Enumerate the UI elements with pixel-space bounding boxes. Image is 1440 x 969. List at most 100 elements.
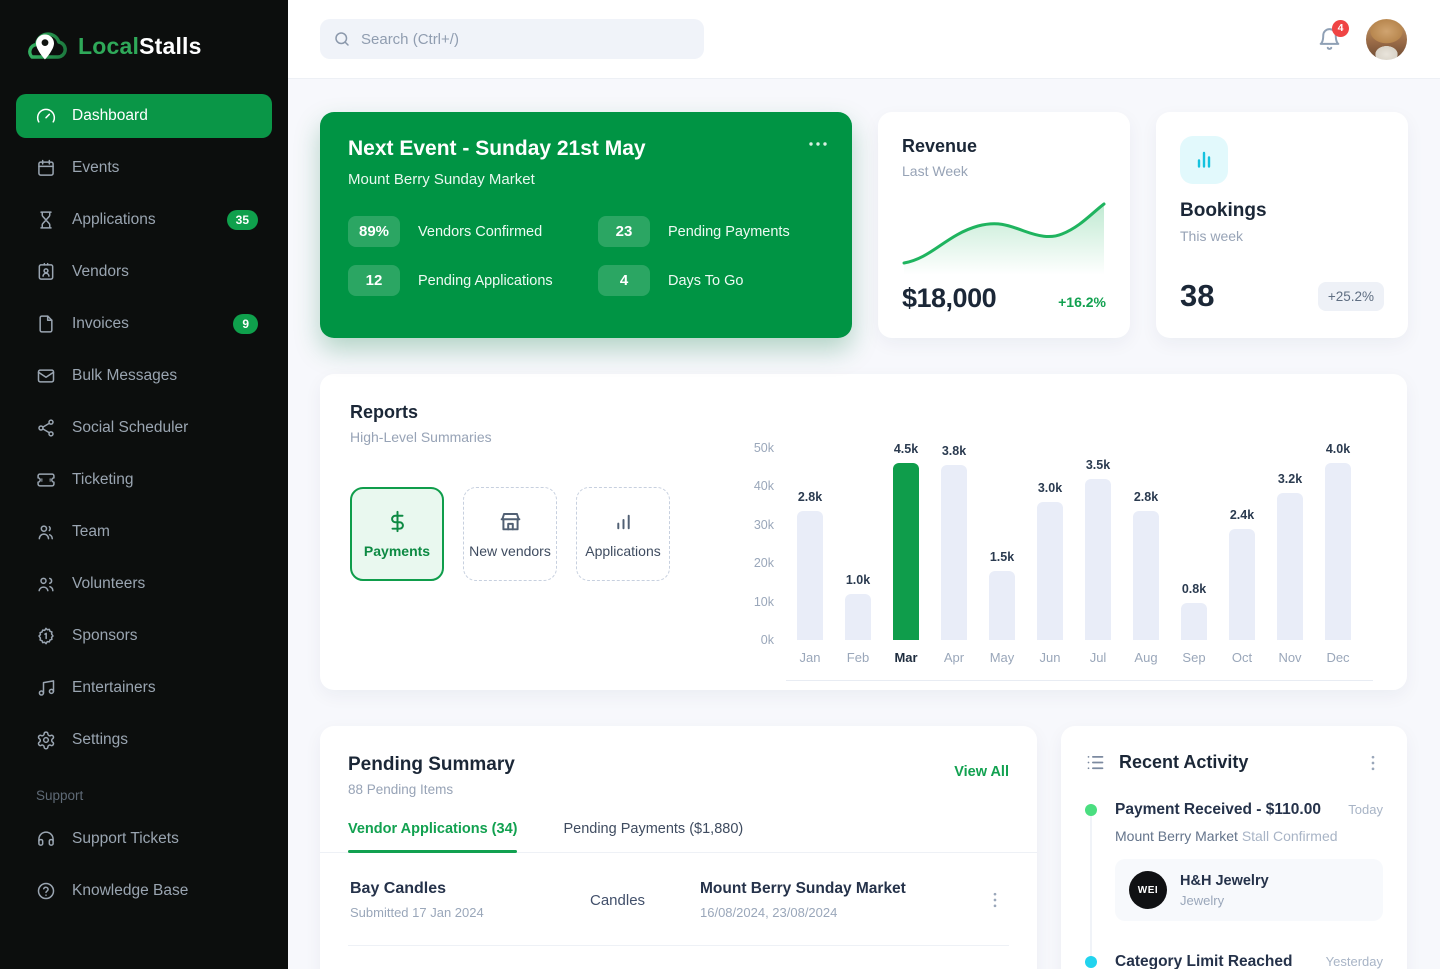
bar-column-nov[interactable]: 3.2k Nov [1266, 448, 1314, 665]
bar-month-label: Nov [1278, 650, 1302, 665]
search-input[interactable] [361, 30, 691, 48]
bar-value-label: 3.5k [1085, 458, 1111, 472]
report-tile-applications[interactable]: Applications [576, 487, 670, 581]
y-axis-tick: 50k [753, 441, 774, 455]
top-bar: 4 [288, 0, 1440, 79]
recent-activity-card: Recent Activity Payment Received - $110.… [1061, 726, 1407, 969]
sidebar-item-label: Team [72, 523, 110, 540]
y-axis-tick: 40k [753, 479, 774, 494]
event-stat: 23 Pending Payments [598, 216, 824, 247]
y-axis-tick: 10k [753, 594, 774, 609]
music-icon [36, 678, 56, 698]
sidebar-item-label: Sponsors [72, 627, 138, 644]
sidebar-item-label: Invoices [72, 315, 129, 332]
view-all-link[interactable]: View All [954, 764, 1009, 780]
sidebar-item-support-tickets[interactable]: Support Tickets [16, 817, 272, 861]
next-event-menu-button[interactable] [806, 132, 830, 156]
calendar-icon [36, 158, 56, 178]
vendor-chip-category: Jewelry [1180, 892, 1225, 908]
bar-value-label: 2.8k [1133, 490, 1159, 504]
bar [1229, 529, 1255, 640]
vendor-chip-name: H&H Jewelry [1180, 872, 1269, 889]
sidebar-item-label: Entertainers [72, 679, 156, 696]
brand-stalls: Stalls [139, 32, 202, 59]
user-avatar[interactable] [1366, 18, 1407, 60]
sidebar-item-social-scheduler[interactable]: Social Scheduler [16, 406, 272, 450]
bar-column-dec[interactable]: 4.0k Dec [1314, 442, 1362, 665]
bar [845, 594, 871, 640]
report-tile-new-vendors[interactable]: New vendors [463, 487, 557, 581]
notifications-button[interactable]: 4 [1317, 19, 1349, 52]
sidebar-item-label: Knowledge Base [72, 882, 189, 899]
activity-list: Payment Received - $110.00 Today Mount Ber… [1085, 801, 1383, 969]
activity-time: Yesterday [1325, 954, 1383, 969]
bar-column-jun[interactable]: 3.0k Jun [1026, 448, 1074, 665]
y-axis-tick: 0k [760, 633, 774, 647]
search-box[interactable] [320, 19, 704, 59]
sidebar-item-invoices[interactable]: Invoices 9 [16, 302, 272, 346]
bar-value-label: 4.0k [1325, 442, 1351, 456]
revenue-amount: $18,000 [902, 283, 997, 313]
activity-dot [1085, 956, 1097, 968]
sidebar-item-team[interactable]: Team [16, 510, 272, 554]
bar-month-label: Sep [1182, 650, 1206, 665]
reports-card: Reports High-Level Summaries Payments New… [320, 374, 1407, 690]
pending-summary-title: Pending Summary [348, 754, 515, 775]
activity-description: Mount Berry Market Stall Confirmed [1115, 828, 1338, 844]
bar [989, 571, 1015, 640]
revenue-title: Revenue [902, 136, 978, 156]
activity-menu-button[interactable] [1363, 753, 1383, 773]
bar-chart-icon [611, 509, 636, 534]
vendor-name: Bay Candles [350, 880, 447, 897]
sidebar-item-events[interactable]: Events [16, 146, 272, 190]
sidebar-item-volunteers[interactable]: Volunteers [16, 562, 272, 606]
row-menu-button[interactable] [985, 890, 1007, 910]
event-stat-value: 23 [598, 216, 650, 247]
bar-column-aug[interactable]: 2.8k Aug [1122, 448, 1170, 665]
sidebar-item-bulk-messages[interactable]: Bulk Messages [16, 354, 272, 398]
notification-count-badge: 4 [1332, 19, 1349, 37]
event-stat-label: Days To Go [668, 272, 744, 289]
bar-value-label: 0.8k [1181, 582, 1207, 596]
activity-item: Category Limit Reached Yesterday [1085, 953, 1383, 969]
bar-value-label: 2.8k [797, 490, 823, 504]
bar-column-oct[interactable]: 2.4k Oct [1218, 448, 1266, 665]
sidebar-item-vendors[interactable]: Vendors [16, 250, 272, 294]
bar-column-mar[interactable]: 4.5k Mar [882, 442, 930, 665]
sidebar-item-sponsors[interactable]: Sponsors [16, 614, 272, 658]
bar [1085, 479, 1111, 640]
bar-column-feb[interactable]: 1.0k Feb [834, 448, 882, 665]
bar [1325, 463, 1351, 640]
bar [1277, 493, 1303, 640]
sidebar-item-label: Applications [72, 211, 156, 228]
list-icon [1085, 752, 1106, 773]
bar-column-jan[interactable]: 2.8k Jan [786, 448, 834, 665]
pending-tab-pending-payments-1-880[interactable]: Pending Payments ($1,880) [563, 821, 744, 837]
sidebar-item-dashboard[interactable]: Dashboard [16, 94, 272, 138]
report-tile-label: Applications [585, 543, 661, 559]
sidebar-item-label: Settings [72, 731, 129, 748]
bar-column-sep[interactable]: 0.8k Sep [1170, 448, 1218, 665]
sidebar-item-settings[interactable]: Settings [16, 718, 272, 762]
bar-month-label: Apr [943, 650, 965, 665]
vendor-chip[interactable]: WEI H&H Jewelry Jewelry [1115, 859, 1383, 921]
brand-local: Local [78, 32, 140, 59]
event-stat-label: Vendors Confirmed [418, 223, 543, 240]
sidebar-item-applications[interactable]: Applications 35 [16, 198, 272, 242]
bar-column-may[interactable]: 1.5k May [978, 448, 1026, 665]
bar-column-apr[interactable]: 3.8k Apr [930, 444, 978, 665]
pending-tab-vendor-applications-34[interactable]: Vendor Applications (34) [348, 821, 518, 853]
bar [1037, 502, 1063, 640]
bookings-count: 38 [1180, 278, 1215, 313]
sidebar-item-knowledge-base[interactable]: Knowledge Base [16, 869, 272, 913]
sidebar-item-entertainers[interactable]: Entertainers [16, 666, 272, 710]
search-icon [333, 30, 351, 48]
bookings-title: Bookings [1180, 200, 1267, 221]
report-tile-payments[interactable]: Payments [350, 487, 444, 581]
next-event-stats: 89% Vendors Confirmed 23 Pending Payments 12… [348, 216, 824, 296]
bar-column-jul[interactable]: 3.5k Jul [1074, 448, 1122, 665]
bar-value-label: 2.4k [1229, 508, 1255, 522]
sidebar-item-ticketing[interactable]: Ticketing [16, 458, 272, 502]
sidebar-item-label: Dashboard [72, 107, 148, 124]
revenue-card: Revenue Last Week [878, 112, 1130, 338]
